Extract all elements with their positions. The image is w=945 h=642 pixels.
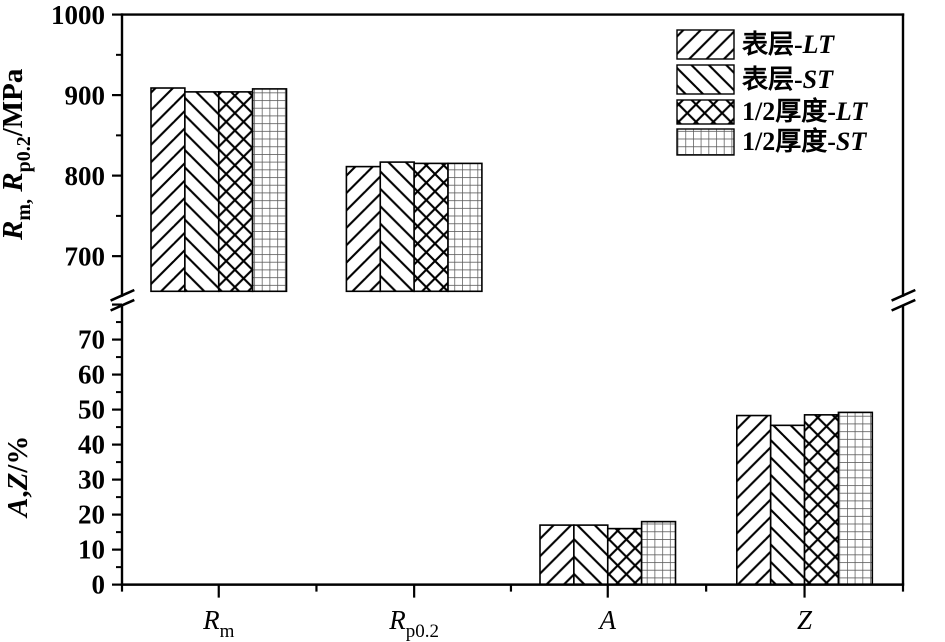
svg-text:A: A bbox=[598, 605, 617, 635]
svg-text:40: 40 bbox=[78, 430, 105, 460]
svg-text:0: 0 bbox=[92, 570, 106, 600]
svg-text:表层-ST: 表层-ST bbox=[742, 65, 834, 94]
svg-text:10: 10 bbox=[78, 535, 105, 565]
svg-text:60: 60 bbox=[78, 360, 105, 390]
svg-text:1/2厚度-LT: 1/2厚度-LT bbox=[742, 96, 868, 126]
svg-text:表层-LT: 表层-LT bbox=[742, 30, 835, 59]
svg-text:A,Z/%: A,Z/% bbox=[2, 436, 34, 519]
svg-text:900: 900 bbox=[65, 81, 106, 111]
svg-text:30: 30 bbox=[78, 465, 105, 495]
svg-text:20: 20 bbox=[78, 500, 105, 530]
svg-text:800: 800 bbox=[65, 161, 106, 191]
svg-text:700: 700 bbox=[65, 242, 106, 272]
svg-text:70: 70 bbox=[78, 325, 105, 355]
svg-text:Z: Z bbox=[797, 605, 813, 635]
svg-text:50: 50 bbox=[78, 395, 105, 425]
svg-text:1/2厚度-ST: 1/2厚度-ST bbox=[742, 126, 867, 156]
svg-text:1000: 1000 bbox=[51, 0, 105, 30]
